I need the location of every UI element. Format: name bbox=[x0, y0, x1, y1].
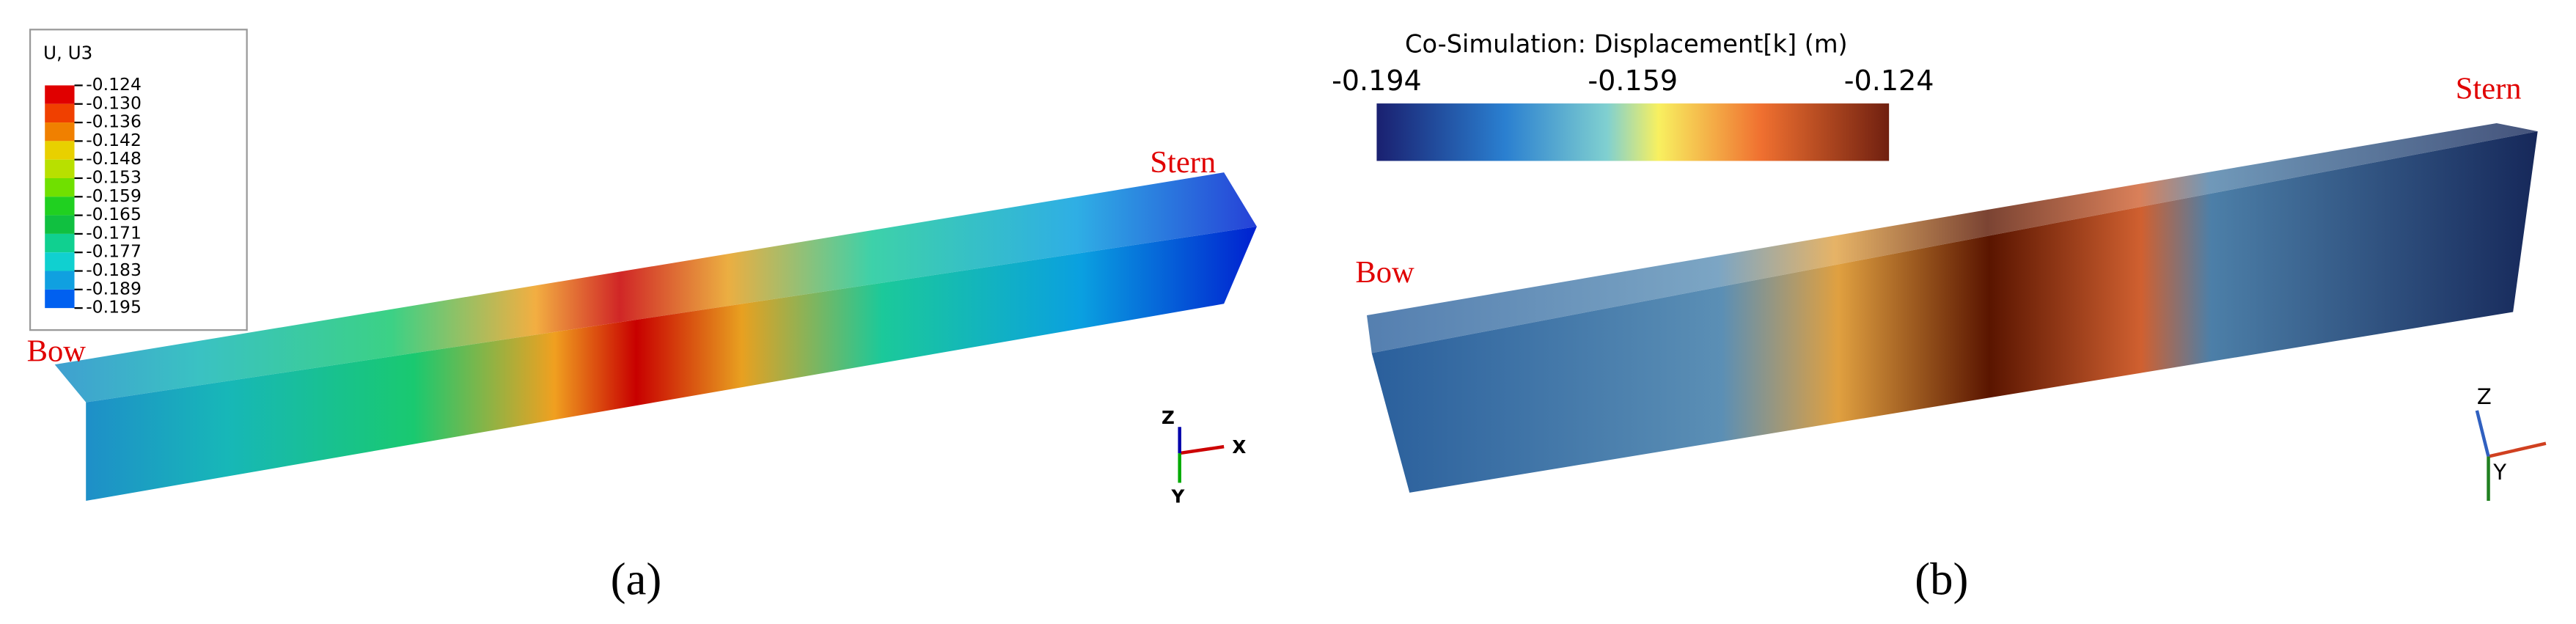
axis-label: Y bbox=[1170, 485, 1185, 507]
legend-label: -0.183 bbox=[86, 260, 142, 280]
colorbar-label: -0.124 bbox=[1844, 65, 1934, 97]
legend-swatch bbox=[45, 215, 75, 234]
legend-label: -0.124 bbox=[86, 74, 142, 95]
legend-label: -0.136 bbox=[86, 111, 142, 132]
legend-label: -0.153 bbox=[86, 166, 142, 187]
legend-title: U, U3 bbox=[43, 43, 92, 64]
legend-swatch bbox=[45, 252, 75, 271]
axis-label: Z bbox=[2477, 384, 2492, 409]
legend-label: -0.177 bbox=[86, 241, 142, 262]
triad: Z X Y bbox=[1162, 407, 1246, 507]
stern-label: Stern bbox=[1150, 145, 1216, 180]
caption: (b) bbox=[1915, 554, 1968, 605]
legend-label: -0.165 bbox=[86, 204, 142, 224]
beam-top bbox=[54, 172, 1257, 403]
legend-label: -0.171 bbox=[86, 222, 142, 243]
legend-label: -0.148 bbox=[86, 148, 142, 169]
legend-swatch bbox=[45, 159, 75, 178]
legend-swatch bbox=[45, 233, 75, 253]
beam-side bbox=[86, 227, 1257, 502]
colorbar-label: -0.159 bbox=[1588, 65, 1678, 97]
bow-label: Bow bbox=[1355, 255, 1414, 290]
legend-swatch bbox=[45, 177, 75, 197]
caption: (a) bbox=[611, 554, 662, 605]
axis-label: Z bbox=[1162, 407, 1175, 428]
legend-swatch bbox=[45, 85, 75, 104]
triad: Z Y bbox=[2475, 384, 2547, 502]
legend-swatch bbox=[45, 141, 75, 160]
beam-top bbox=[1366, 122, 2538, 353]
legend-label: -0.142 bbox=[86, 130, 142, 150]
bow-label: Bow bbox=[27, 334, 87, 369]
axis-label: Y bbox=[2492, 460, 2506, 485]
beam-side bbox=[1371, 131, 2538, 493]
stern-label: Stern bbox=[2456, 71, 2522, 106]
legend-label: -0.189 bbox=[86, 278, 142, 298]
legend-label: -0.195 bbox=[86, 297, 142, 317]
legend-swatch bbox=[45, 103, 75, 123]
axis-label: X bbox=[1232, 436, 1246, 458]
legend-swatch bbox=[45, 271, 75, 290]
legend-swatch bbox=[45, 122, 75, 142]
legend-label: -0.130 bbox=[86, 92, 142, 113]
colorbar bbox=[1376, 103, 1890, 161]
legend: -0.124-0.130-0.136-0.142-0.148-0.153-0.1… bbox=[45, 74, 142, 317]
legend-swatch bbox=[45, 197, 75, 216]
colorbar-title: Co-Simulation: Displacement[k] (m) bbox=[1405, 30, 1848, 59]
colorbar-label: -0.194 bbox=[1332, 65, 1422, 97]
legend-swatch bbox=[45, 289, 75, 309]
legend-label: -0.159 bbox=[86, 186, 142, 206]
